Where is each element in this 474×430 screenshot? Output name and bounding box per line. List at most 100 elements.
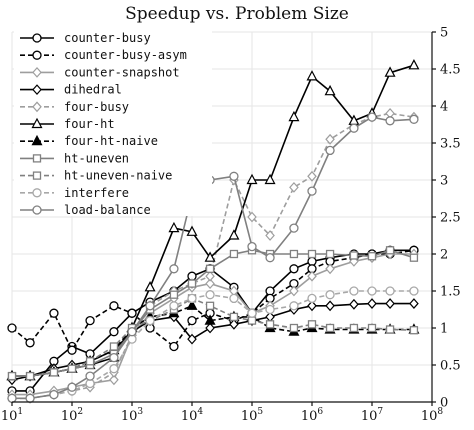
data-point — [325, 249, 335, 259]
data-point — [67, 364, 77, 373]
data-point — [7, 371, 17, 381]
data-point — [49, 389, 59, 400]
legend-item: dihedral — [20, 83, 122, 97]
data-point — [307, 293, 317, 304]
data-point — [204, 251, 216, 262]
data-point — [109, 342, 119, 351]
series-counter-snapshot — [7, 248, 419, 401]
data-point — [109, 301, 119, 311]
data-point — [186, 299, 198, 310]
legend-background — [14, 26, 212, 216]
data-point — [228, 229, 240, 240]
data-point — [187, 315, 197, 326]
legend-label: load-balance — [64, 203, 151, 217]
data-point — [25, 393, 35, 403]
x-tick-label: 106 — [301, 407, 324, 424]
data-point — [205, 301, 215, 310]
data-point — [385, 325, 395, 334]
legend-item: interfere — [20, 186, 129, 200]
x-tick-label: 102 — [61, 407, 83, 424]
legend-item: four-ht-naive — [20, 134, 158, 148]
data-point — [109, 364, 119, 374]
legend-item: ht-uneven-naive — [20, 169, 172, 183]
legend-label: counter-busy — [64, 31, 151, 45]
data-point — [169, 264, 179, 274]
data-point — [349, 286, 359, 296]
data-point — [246, 173, 258, 185]
data-point — [367, 252, 377, 261]
data-point — [85, 357, 95, 366]
legend-label: ht-uneven — [64, 151, 129, 165]
axes — [11, 31, 436, 406]
series-ht-uneven-naive — [7, 294, 419, 381]
data-point — [247, 308, 257, 318]
legend-marker — [31, 134, 43, 146]
y-tick-label: 2 — [440, 248, 448, 263]
legend-item: four-busy — [20, 100, 129, 114]
data-point — [385, 116, 395, 126]
y-tick-label: 3.5 — [440, 137, 461, 152]
legend-label: counter-snapshot — [64, 65, 180, 79]
data-point — [325, 133, 335, 145]
data-point — [25, 371, 35, 381]
data-point — [247, 316, 257, 325]
data-point — [289, 223, 299, 233]
data-point — [264, 173, 276, 185]
data-point — [205, 278, 215, 290]
x-tick-label: 101 — [1, 407, 23, 424]
data-point — [306, 70, 318, 81]
data-point — [307, 170, 317, 182]
legend-marker — [32, 205, 42, 215]
x-tick-label: 104 — [181, 407, 204, 424]
data-point — [408, 59, 420, 70]
data-point — [349, 323, 359, 333]
data-point — [325, 145, 335, 156]
data-point — [7, 393, 17, 403]
data-point — [186, 225, 198, 236]
data-point — [205, 270, 215, 282]
legend-marker — [31, 117, 43, 129]
data-point — [145, 301, 155, 311]
data-point — [325, 290, 335, 300]
data-point — [204, 314, 216, 325]
data-point — [205, 264, 215, 273]
legend-label: counter-busy-asym — [64, 48, 187, 62]
legend-label: four-ht-naive — [64, 134, 158, 148]
data-point — [205, 290, 215, 300]
x-tick-label: 105 — [241, 407, 264, 424]
data-point — [229, 312, 239, 322]
series-layer — [6, 59, 420, 404]
y-tick-label: 0 — [440, 396, 448, 411]
legend-marker — [32, 66, 42, 78]
data-point — [169, 301, 179, 311]
data-point — [367, 298, 377, 309]
y-tick-labels: 0 0.5 1 1.5 2 2.5 3 3.5 4 4.5 5 — [440, 26, 461, 411]
data-point — [109, 327, 119, 337]
legend-label: interfere — [64, 186, 129, 200]
legend-label: dihedral — [64, 83, 122, 97]
legend-items: counter-busy counter-busy-asym counter-sna… — [20, 31, 187, 217]
data-point — [127, 327, 137, 337]
data-point — [307, 300, 317, 312]
data-point — [169, 341, 179, 352]
legend-marker — [32, 33, 42, 43]
legend-marker — [32, 171, 42, 180]
data-point — [367, 286, 377, 296]
data-point — [49, 368, 59, 377]
data-point — [384, 66, 396, 77]
data-point — [349, 298, 359, 310]
data-point — [85, 315, 95, 326]
data-point — [289, 301, 299, 311]
y-tick-label: 0.5 — [440, 359, 461, 374]
data-point — [229, 318, 239, 330]
data-point — [67, 345, 77, 355]
y-tick-label: 4.5 — [440, 63, 461, 78]
data-point — [325, 263, 335, 275]
y-tick-label: 4 — [440, 100, 448, 115]
y-tick-label: 3 — [440, 174, 448, 189]
data-point — [325, 323, 335, 333]
y-tick-label: 1.5 — [440, 285, 461, 300]
data-point — [409, 326, 419, 335]
chart-title: Speedup vs. Problem Size — [125, 4, 349, 24]
y-tick-label: 2.5 — [440, 211, 461, 226]
